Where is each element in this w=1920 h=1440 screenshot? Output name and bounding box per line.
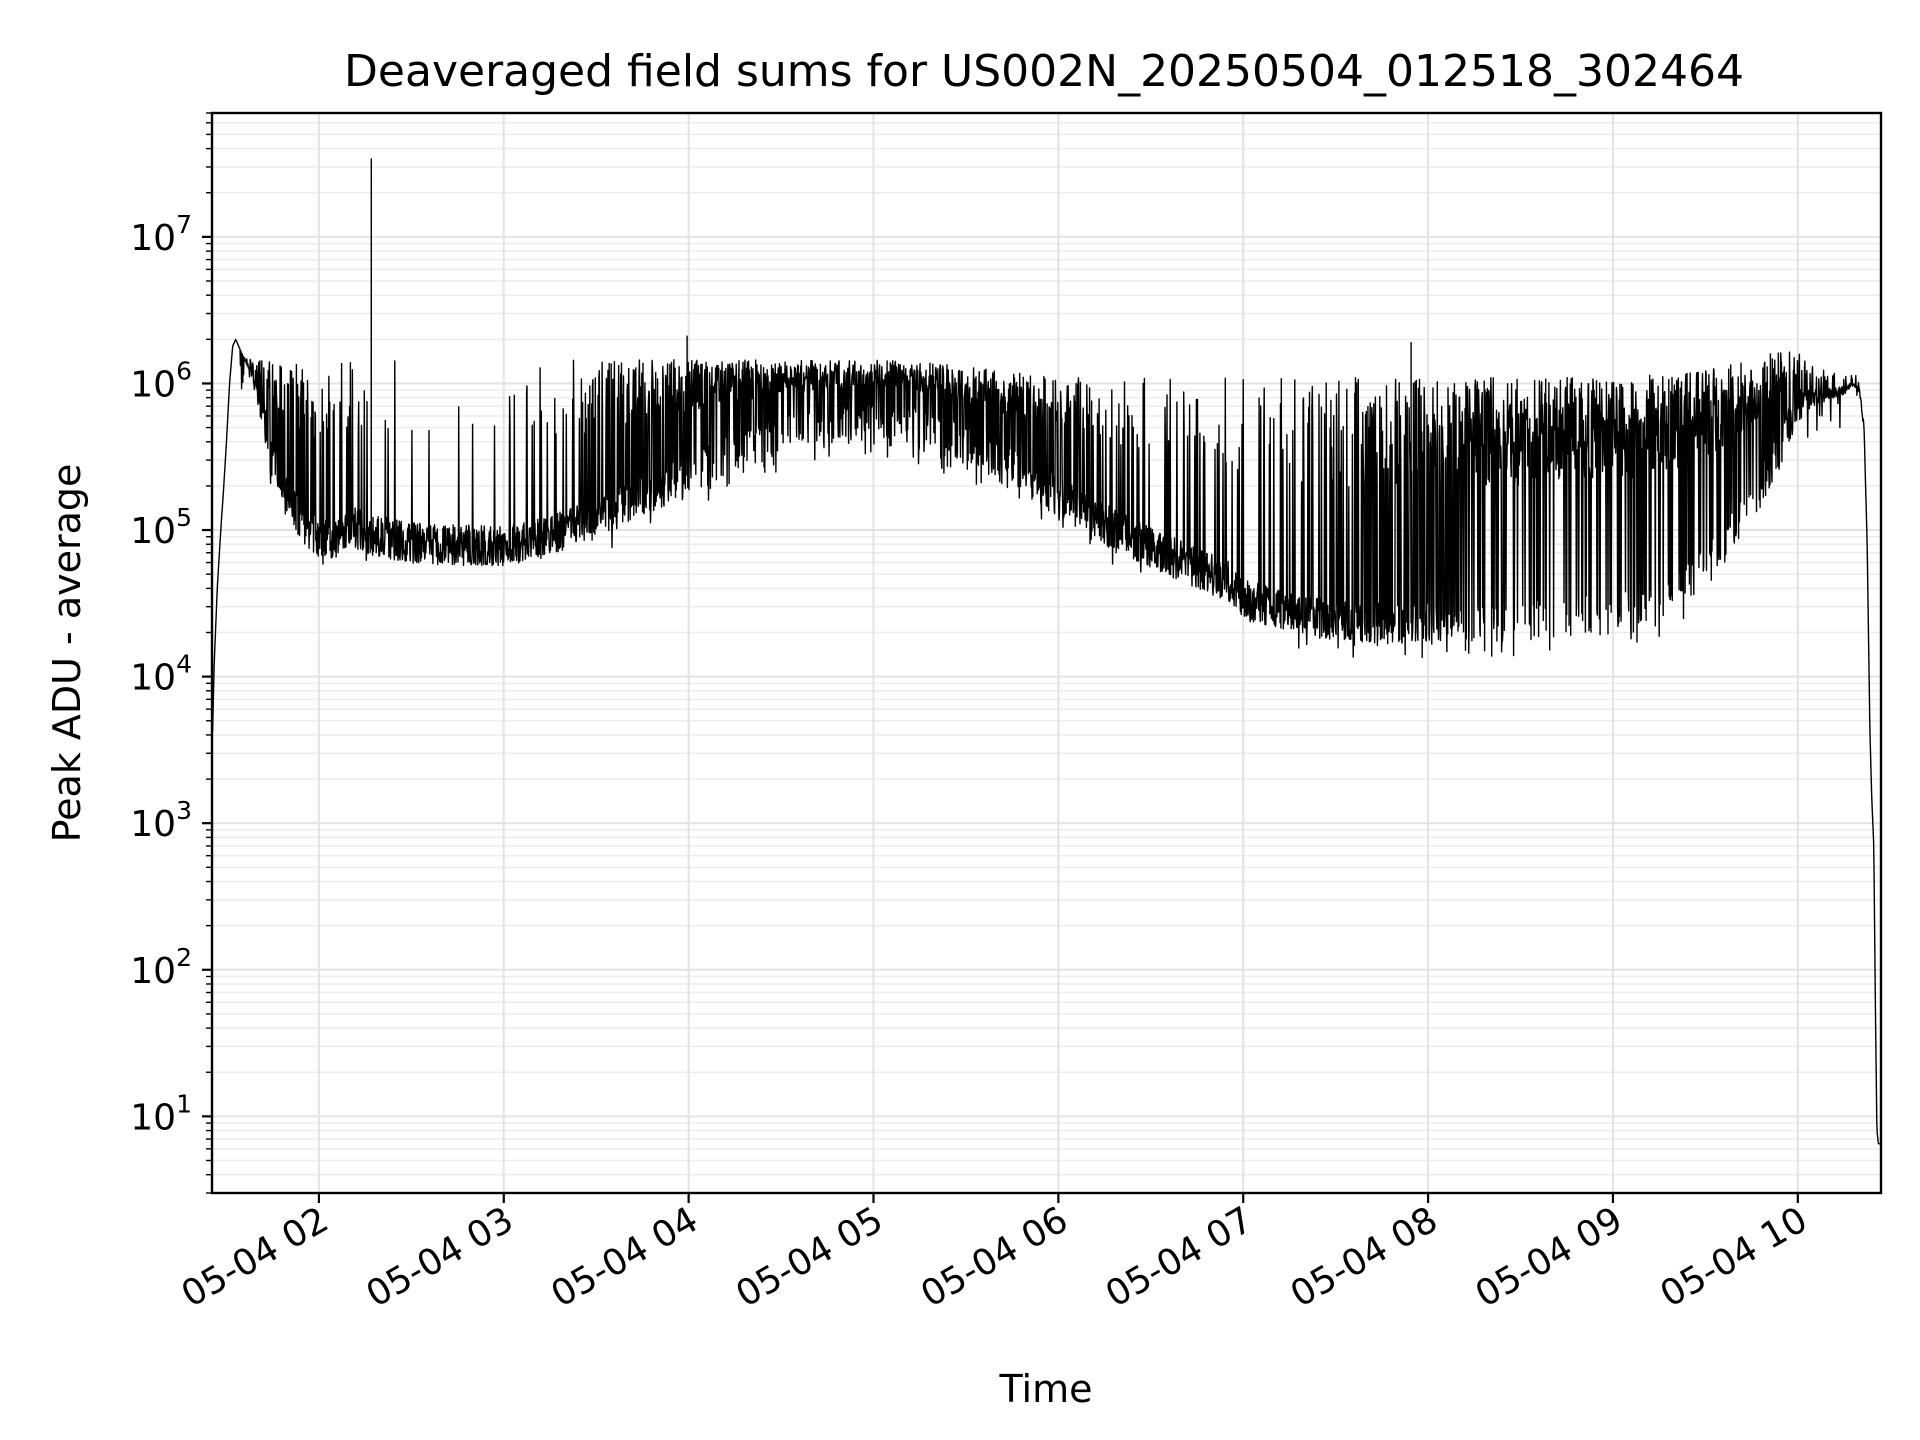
y-axis-label: Peak ADU - average: [45, 464, 89, 843]
x-axis-label: Time: [999, 1367, 1093, 1411]
series-line: [211, 158, 1881, 1145]
y-tick-label: 101: [130, 1089, 192, 1138]
y-tick-label: 107: [130, 210, 192, 259]
y-tick-label: 106: [130, 356, 192, 405]
grid-layer: [212, 112, 1881, 1194]
y-tick-label: 102: [130, 943, 192, 992]
y-tick-label: 103: [130, 796, 192, 845]
y-tick-label: 105: [130, 503, 192, 552]
axes-frame: [210, 111, 1883, 1195]
y-tick-labels: 101 102 103 104 105 106 107: [130, 210, 192, 1138]
chart-title: Deaveraged field sums for US002N_2025050…: [344, 46, 1744, 97]
y-tick-label: 104: [130, 650, 192, 699]
tick-layer: [202, 112, 1799, 1203]
plot-area: [202, 111, 1883, 1203]
